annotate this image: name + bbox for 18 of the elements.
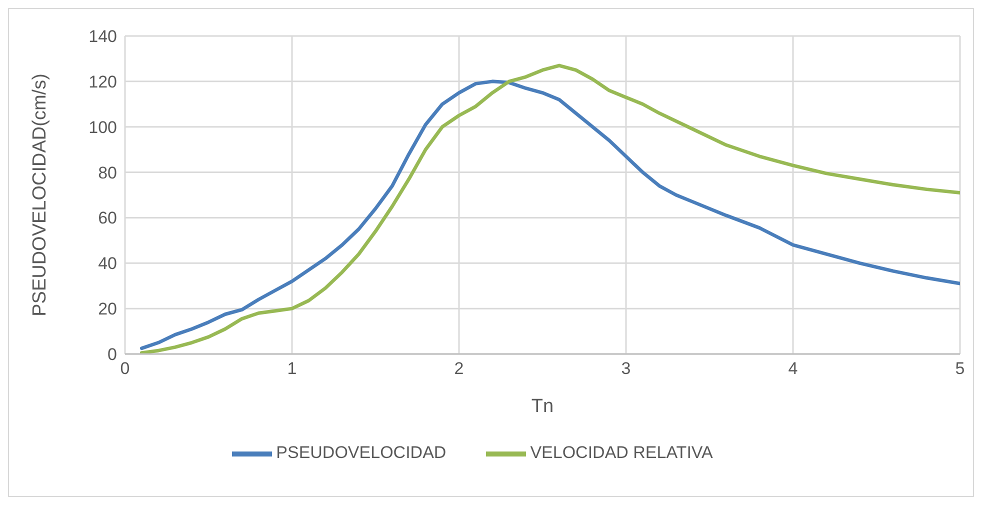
y-axis-title: PSEUDOVELOCIDAD(cm/s)	[30, 74, 51, 316]
y-tick-label: 0	[108, 345, 117, 364]
x-tick-label: 3	[621, 359, 631, 378]
y-tick-label: 140	[88, 27, 117, 46]
x-axis-title: Tn	[531, 396, 554, 417]
legend-label: VELOCIDAD RELATIVA	[530, 443, 713, 462]
x-tick-label: 0	[120, 359, 130, 378]
y-tick-label: 60	[98, 208, 117, 228]
y-tick-label: 100	[88, 118, 117, 137]
y-tick-label: 40	[98, 254, 117, 274]
x-tick-label: 2	[454, 359, 464, 378]
y-tick-label: 120	[88, 72, 117, 92]
y-tick-label: 20	[98, 300, 117, 319]
x-tick-label: 5	[955, 359, 965, 378]
x-tick-label: 1	[287, 359, 297, 378]
y-tick-label: 80	[98, 163, 117, 182]
x-tick-label: 4	[788, 359, 798, 378]
legend-label: PSEUDOVELOCIDAD	[276, 443, 446, 462]
